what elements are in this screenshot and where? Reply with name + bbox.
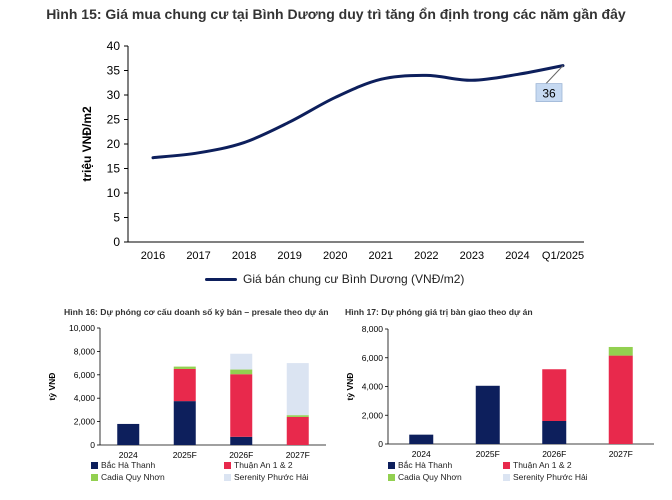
y-tick-label: 0 [113,235,120,249]
chart-15-legend: Giá bán chung cư Bình Dương (VNĐ/m2) [205,272,464,286]
annotation-box [535,83,563,102]
y-tick-label: 0 [90,440,95,450]
annotation-label: 36 [542,87,556,101]
legend-label: Thuận An 1 & 2 [513,460,572,470]
x-tick-label: 2025F [476,449,500,459]
x-tick-label: 2024 [412,449,431,459]
y-tick-label: 15 [107,162,121,176]
x-tick-label: 2024 [119,450,138,460]
chart-17-title: Hình 17: Dự phóng giá trị bàn giao theo … [345,307,533,317]
y-tick-label: 4,000 [74,393,96,403]
bar-segment [475,385,500,444]
bar-segment [542,421,567,444]
y-tick-label: 2,000 [362,410,384,420]
y-tick-label: 5 [113,211,120,225]
x-tick-label: Q1/2025 [542,250,584,262]
chart-16-legend: Bắc Hà Thanh Thuận An 1 & 2 Cadia Quy Nh… [91,460,331,490]
legend-label: Cadia Quy Nhơn [398,472,462,482]
y-tick-label: 4,000 [362,382,384,392]
legend-swatch [388,473,395,481]
legend-label: Cadia Quy Nhơn [101,472,165,482]
x-tick-label: 2017 [186,250,210,262]
bar-segment [542,369,567,421]
y-axis-label: tỷ VNĐ [345,373,355,401]
x-tick-label: 2027F [286,450,310,460]
x-tick-label: 2024 [505,250,529,262]
legend-label: Bắc Hà Thanh [398,460,453,470]
y-tick-label: 10 [107,186,121,200]
x-tick-label: 2023 [460,250,484,262]
legend-label: Serenity Phước Hải [234,472,309,482]
annotation-leader [545,65,564,84]
bar-segment [230,436,253,445]
bar-segment [286,363,309,416]
y-tick-label: 10,000 [69,323,95,333]
y-tick-label: 20 [107,137,121,151]
chart-16-title: Hình 16: Dự phóng cơ cấu doanh số ký bán… [64,307,329,317]
x-tick-label: 2019 [277,250,301,262]
bar-segment [286,415,309,417]
bar-segment [173,401,196,445]
x-tick-label: 2026F [229,450,253,460]
legend-swatch [91,461,98,469]
y-tick-label: 25 [107,113,121,127]
legend-line-swatch [205,277,237,281]
legend-swatch [224,461,231,469]
x-tick-label: 2016 [141,250,165,262]
stacked-bar-chart-17: 0 2,000 4,000 6,000 8,000 tỷ VNĐ 2024 2025F 2026… [345,324,654,459]
y-axis-label: triệu VNĐ/m2 [80,106,94,182]
x-tick-label: 2025F [173,450,197,460]
legend-label: Thuận An 1 & 2 [234,460,293,470]
y-tick-label: 6,000 [74,370,96,380]
legend-swatch [388,461,395,469]
y-tick-label: 0 [378,439,383,449]
line-chart-15: 0 5 10 15 20 25 30 35 40 triệu VNĐ/m2 2016 2017 2018… [80,39,584,262]
x-tick-label: 2020 [323,250,347,262]
legend-swatch [503,473,510,481]
bar-segment [230,369,253,375]
y-tick-label: 6,000 [362,353,384,363]
y-tick-label: 30 [107,88,121,102]
bar-segment [286,416,309,445]
bar-segment [173,368,196,402]
x-tick-label: 2022 [414,250,438,262]
y-tick-label: 8,000 [362,324,384,334]
bar-segment [230,353,253,370]
stacked-bar-chart-16: 0 2,000 4,000 6,000 8,000 10,000 tỷ VNĐ 2024 202… [47,323,326,460]
legend-swatch [91,473,98,481]
legend-swatch [503,461,510,469]
legend-label: Bắc Hà Thanh [101,460,156,470]
bar-segment [173,366,196,369]
chart-17-legend: Bắc Hà Thanh Thuận An 1 & 2 Cadia Quy Nh… [388,460,628,490]
legend-swatch [224,473,231,481]
chart-15-title: Hình 15: Giá mua chung cư tại Bình Dương… [46,6,626,22]
series-line [151,64,565,160]
y-tick-label: 40 [107,39,121,53]
y-tick-label: 2,000 [74,417,96,427]
x-tick-label: 2018 [232,250,256,262]
bar-segment [117,423,140,445]
bar-segment [608,355,633,444]
legend-label: Giá bán chung cư Bình Dương (VNĐ/m2) [243,272,465,286]
y-tick-label: 8,000 [74,346,96,356]
y-axis-label: tỷ VNĐ [47,373,57,401]
bar-segment [230,374,253,437]
legend-label: Serenity Phước Hải [513,472,588,482]
x-tick-label: 2026F [542,449,566,459]
y-tick-label: 35 [107,64,121,78]
x-tick-label: 2021 [369,250,393,262]
x-tick-label: 2027F [609,449,633,459]
bar-segment [409,434,434,444]
bar-segment [608,346,633,356]
